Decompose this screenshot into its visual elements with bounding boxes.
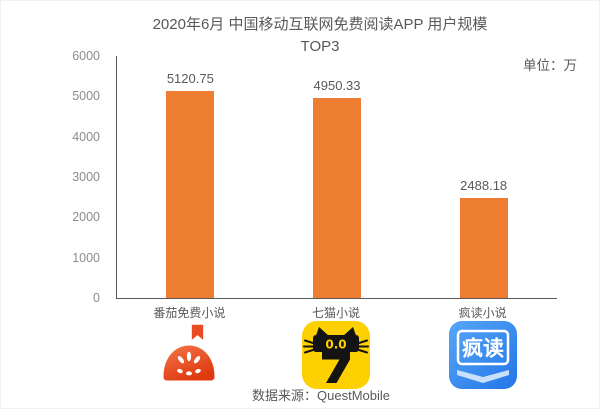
bar-group-fengdu: 2488.18 — [459, 56, 508, 298]
y-axis-tick-label: 4000 — [72, 129, 100, 144]
y-axis-tick-label: 3000 — [72, 170, 100, 184]
cat-head — [313, 327, 359, 352]
app-icons-row: 0.0 疯读 — [116, 321, 556, 391]
tomato-dome — [163, 345, 215, 381]
bar-value-label: 4950.33 — [313, 78, 361, 94]
tomato-seeds — [177, 351, 202, 376]
fengdu-text: 疯读 — [462, 337, 504, 361]
y-axis-tick-label: 5000 — [72, 89, 100, 104]
bar — [459, 197, 508, 298]
bar — [166, 91, 215, 298]
y-axis-tick-label: 1000 — [72, 250, 100, 265]
open-book-shape — [456, 370, 509, 383]
bar-value-label: 2488.18 — [460, 177, 508, 193]
x-axis-category-label: 七猫小说 — [311, 306, 361, 320]
bar-group-fanqie: 5120.75 — [166, 56, 215, 298]
fengdu-novel-app-icon: 疯读 — [448, 321, 517, 389]
chart-title-line2: TOP3 — [300, 37, 340, 55]
text-box-outline — [456, 329, 509, 366]
unit-label: 单位：万 — [523, 58, 577, 73]
y-axis-tick-label: 2000 — [72, 210, 100, 225]
plot-area: 5120.75 4950.33 2488.18 — [116, 56, 557, 299]
x-axis-labels: 番茄免费小说 七猫小说 疯读小说 — [116, 304, 556, 320]
bar-group-qimao: 4950.33 — [313, 56, 361, 298]
qimao-novel-app-icon: 0.0 — [302, 321, 370, 389]
x-axis-category-label: 疯读小说 — [458, 306, 507, 320]
y-axis-labels: 0 1000 2000 3000 4000 5000 6000 — [1, 49, 108, 305]
y-axis-tick-label: 0 — [93, 291, 100, 305]
y-axis-tick-label: 6000 — [72, 49, 100, 63]
x-axis-category-label: 番茄免费小说 — [153, 306, 226, 320]
digit-seven — [322, 352, 350, 383]
cat-eyes: 0.0 — [325, 338, 346, 352]
bar-value-label: 5120.75 — [166, 71, 214, 87]
bar — [313, 98, 361, 298]
fanqie-novel-app-icon — [155, 321, 223, 389]
cat-whiskers — [303, 339, 369, 354]
bookmark-shape — [192, 324, 204, 340]
data-source-label: 数据来源：QuestMobile — [252, 388, 390, 403]
chart-title-line1: 2020年6月 中国移动互联网免费阅读APP 用户规模 — [152, 16, 488, 33]
chart-title: 2020年6月 中国移动互联网免费阅读APP 用户规模 TOP3 — [1, 14, 599, 58]
